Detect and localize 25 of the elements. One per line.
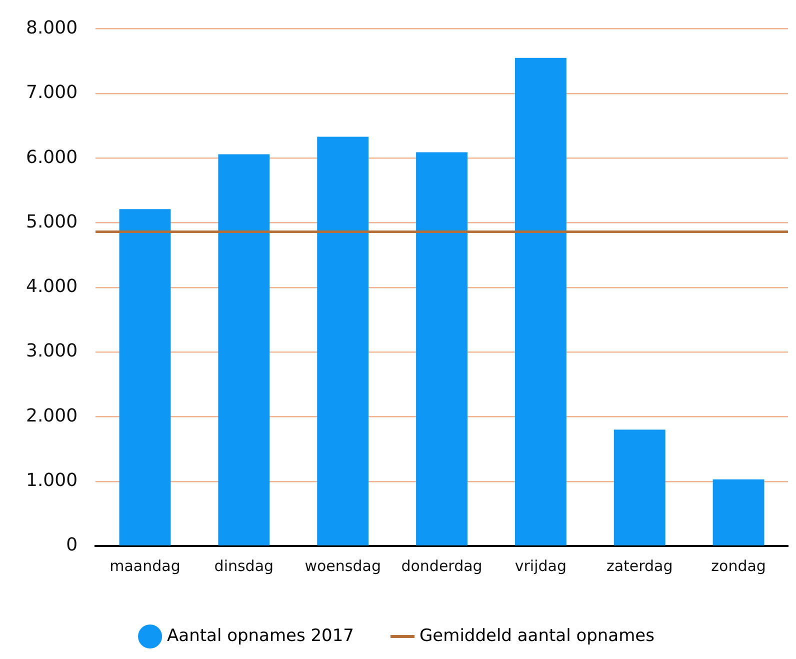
bar [712, 479, 764, 546]
bar [614, 430, 666, 546]
y-tick-label: 8.000 [26, 17, 78, 38]
legend-label: Gemiddeld aantal opnames [420, 626, 655, 646]
y-tick-label: 4.000 [26, 276, 78, 298]
y-tick-label: 3.000 [26, 340, 78, 362]
y-tick-label: 6.000 [26, 146, 78, 168]
bar [416, 152, 468, 546]
x-tick-label: zaterdag [606, 556, 673, 575]
bar [514, 58, 566, 546]
bar [317, 136, 369, 546]
bar [119, 209, 171, 546]
y-tick-label: 5.000 [26, 211, 78, 232]
x-tick-label: dinsdag [214, 556, 274, 575]
x-tick-label: zondag [711, 556, 766, 575]
x-tick-label: woensdag [304, 556, 381, 575]
x-tick-label: maandag [110, 556, 180, 575]
y-tick-label: 2.000 [26, 405, 78, 426]
x-tick-label: vrijdag [514, 556, 566, 575]
legend-label: Aantal opnames 2017 [167, 626, 354, 646]
y-tick-label: 0 [66, 534, 78, 556]
bar [218, 154, 270, 546]
y-tick-label: 7.000 [26, 82, 78, 104]
y-tick-label: 1.000 [26, 470, 78, 492]
x-tick-label: donderdag [401, 556, 482, 575]
